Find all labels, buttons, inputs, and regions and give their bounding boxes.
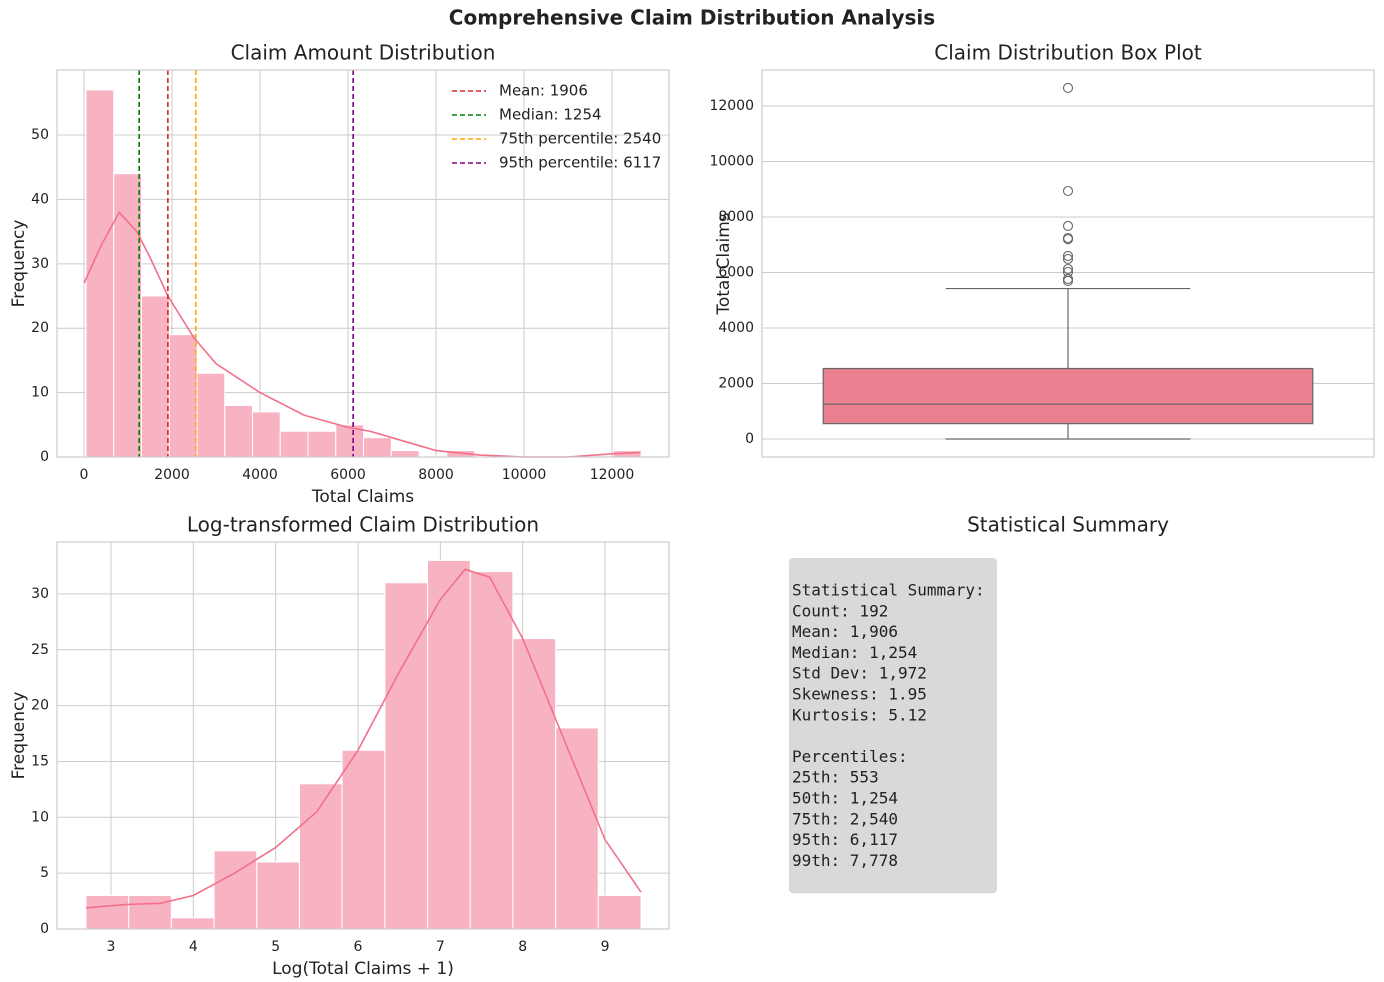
- y-tick-label: 5: [40, 865, 49, 881]
- y-tick-label: 8000: [718, 209, 754, 225]
- histogram-bar: [224, 404, 254, 458]
- histogram-bar: [427, 559, 471, 930]
- y-tick-label: 4000: [718, 320, 754, 336]
- x-tick-label: 10000: [502, 467, 547, 483]
- summary-line: Skewness: 1.95: [792, 685, 927, 704]
- x-tick-label: 0: [80, 467, 89, 483]
- histogram-bar: [469, 571, 514, 930]
- summary-line: 50th: 1,254: [792, 789, 898, 808]
- axes-title: Claim Amount Distribution: [231, 41, 496, 65]
- histogram-bar: [341, 749, 386, 930]
- outlier: [1062, 253, 1074, 265]
- summary-line: Std Dev: 1,972: [792, 664, 927, 683]
- y-tick-label: 10: [31, 385, 49, 401]
- y-tick-label: 20: [31, 698, 49, 714]
- y-tick-label: 6000: [718, 264, 754, 280]
- y-tick-label: 0: [745, 431, 754, 447]
- summary-line: Median: 1,254: [792, 643, 917, 662]
- summary-line: 75th: 2,540: [792, 809, 898, 828]
- y-tick-label: 30: [31, 256, 49, 272]
- histogram-bar: [512, 638, 557, 930]
- figure-title: Comprehensive Claim Distribution Analysi…: [449, 6, 935, 30]
- outlier: [1062, 250, 1074, 262]
- histogram-bar: [85, 89, 115, 458]
- axes-title: Claim Distribution Box Plot: [934, 41, 1202, 65]
- kde-line: [85, 568, 642, 909]
- axes-frame: [761, 69, 1375, 458]
- x-axis-label: Total Claims: [311, 487, 414, 507]
- outlier: [1062, 220, 1074, 232]
- axes-frame: [56, 541, 670, 930]
- histogram-bar: [555, 727, 599, 930]
- outlier: [1062, 234, 1074, 245]
- x-tick-label: 3: [107, 939, 116, 955]
- x-tick-label: 8000: [418, 467, 454, 483]
- outlier: [1062, 273, 1074, 285]
- box: [822, 367, 1314, 425]
- axes-title: Log-transformed Claim Distribution: [187, 513, 539, 537]
- y-tick-label: 40: [31, 191, 49, 207]
- summary-line: Count: 192: [792, 601, 888, 620]
- x-tick-label: 7: [436, 939, 445, 955]
- histogram-bar: [256, 861, 300, 930]
- legend-label: Mean: 1906: [499, 82, 588, 100]
- histogram-bar: [390, 450, 420, 458]
- histogram-bar: [196, 372, 226, 458]
- y-tick-label: 10: [31, 809, 49, 825]
- histogram-bar: [298, 783, 343, 930]
- histogram-bar: [363, 437, 392, 458]
- legend-label: 95th percentile: 6117: [499, 154, 661, 172]
- x-tick-label: 4: [189, 939, 198, 955]
- x-tick-label: 8: [518, 939, 527, 955]
- histogram-bar: [597, 894, 642, 930]
- histogram-bar: [128, 894, 172, 930]
- summary-line: Statistical Summary:: [792, 581, 985, 600]
- y-tick-label: 25: [31, 642, 49, 658]
- y-axis-label: Frequency: [9, 692, 29, 780]
- x-tick-label: 9: [601, 939, 610, 955]
- outlier: [1062, 185, 1074, 197]
- x-tick-label: 4000: [242, 467, 278, 483]
- axes-frame: [56, 69, 670, 458]
- histogram-bar: [168, 334, 198, 458]
- x-tick-label: 12000: [590, 467, 635, 483]
- histogram-bar: [170, 917, 215, 930]
- y-axis-label: Frequency: [9, 220, 29, 308]
- summary-line: Percentiles:: [792, 747, 908, 766]
- y-tick-label: 20: [31, 320, 49, 336]
- y-tick-label: 2000: [718, 375, 754, 391]
- axes-title: Statistical Summary: [967, 513, 1169, 537]
- histogram-bar: [307, 430, 337, 458]
- y-tick-label: 12000: [709, 98, 754, 114]
- x-axis-label: Log(Total Claims + 1): [272, 959, 454, 979]
- summary-box: [789, 558, 997, 894]
- summary-line: Mean: 1,906: [792, 622, 898, 641]
- summary-line: 99th: 7,778: [792, 851, 898, 870]
- outlier: [1062, 82, 1074, 94]
- y-tick-label: 0: [40, 449, 49, 465]
- summary-line: Kurtosis: 5.12: [792, 705, 927, 724]
- outlier: [1062, 263, 1074, 275]
- x-tick-label: 6000: [330, 467, 366, 483]
- y-tick-label: 0: [40, 921, 49, 937]
- histogram-bar: [85, 894, 130, 930]
- x-tick-label: 2000: [154, 467, 190, 483]
- histogram-bar: [384, 582, 429, 930]
- summary-line: 25th: 553: [792, 768, 879, 787]
- histogram-bar: [140, 295, 170, 458]
- x-tick-label: 6: [354, 939, 363, 955]
- y-tick-label: 50: [31, 127, 49, 143]
- legend-label: 75th percentile: 2540: [499, 130, 661, 148]
- histogram-bar: [279, 430, 309, 458]
- y-tick-label: 15: [31, 753, 49, 769]
- x-tick-label: 5: [271, 939, 280, 955]
- legend-label: Median: 1254: [499, 106, 602, 124]
- histogram-bar: [252, 411, 281, 458]
- y-tick-label: 30: [31, 586, 49, 602]
- y-tick-label: 10000: [709, 153, 754, 169]
- summary-line: 95th: 6,117: [792, 830, 898, 849]
- y-axis-label: Total Claims: [714, 212, 734, 315]
- outlier: [1062, 275, 1074, 287]
